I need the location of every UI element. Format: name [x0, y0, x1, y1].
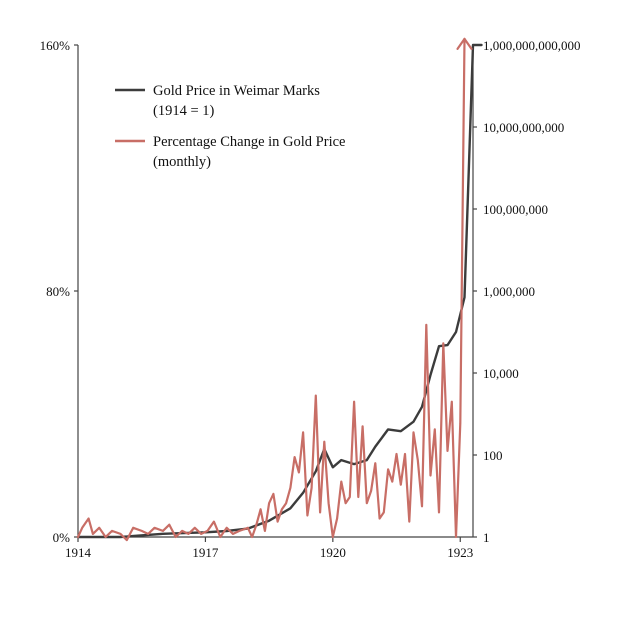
x-tick-label: 1923	[447, 545, 473, 560]
legend-label-1: Gold Price in Weimar Marks	[153, 83, 320, 99]
right-tick-label: 10,000	[483, 366, 519, 381]
right-tick-label: 100,000,000	[483, 202, 548, 217]
percent-change-line	[76, 37, 466, 542]
left-tick-label: 0%	[53, 530, 71, 545]
legend: Gold Price in Weimar Marks (1914 = 1) Perc…	[115, 83, 345, 170]
gold-price-line	[76, 43, 483, 539]
right-tick-label: 1,000,000	[483, 284, 535, 299]
percent-change-arrowhead	[456, 37, 473, 50]
left-tick-label: 80%	[46, 284, 70, 299]
x-tick-label: 1920	[320, 545, 346, 560]
legend-sublabel-1: (1914 = 1)	[153, 103, 215, 119]
x-tick-label: 1917	[192, 545, 219, 560]
series-lines	[76, 37, 483, 542]
axes	[74, 44, 477, 542]
x-tick-label: 1914	[65, 545, 92, 560]
right-tick-label: 1,000,000,000,000	[483, 38, 581, 53]
tick-labels: 0% 80% 160% 1 100 10,000 1,000,000 100,000,000 1…	[40, 38, 581, 560]
right-tick-label: 10,000,000,000	[483, 120, 564, 135]
right-tick-label: 1	[483, 530, 490, 545]
legend-label-2: Percentage Change in Gold Price	[153, 134, 345, 150]
right-tick-label: 100	[483, 448, 503, 463]
left-tick-label: 160%	[40, 38, 71, 53]
legend-sublabel-2: (monthly)	[153, 154, 211, 170]
